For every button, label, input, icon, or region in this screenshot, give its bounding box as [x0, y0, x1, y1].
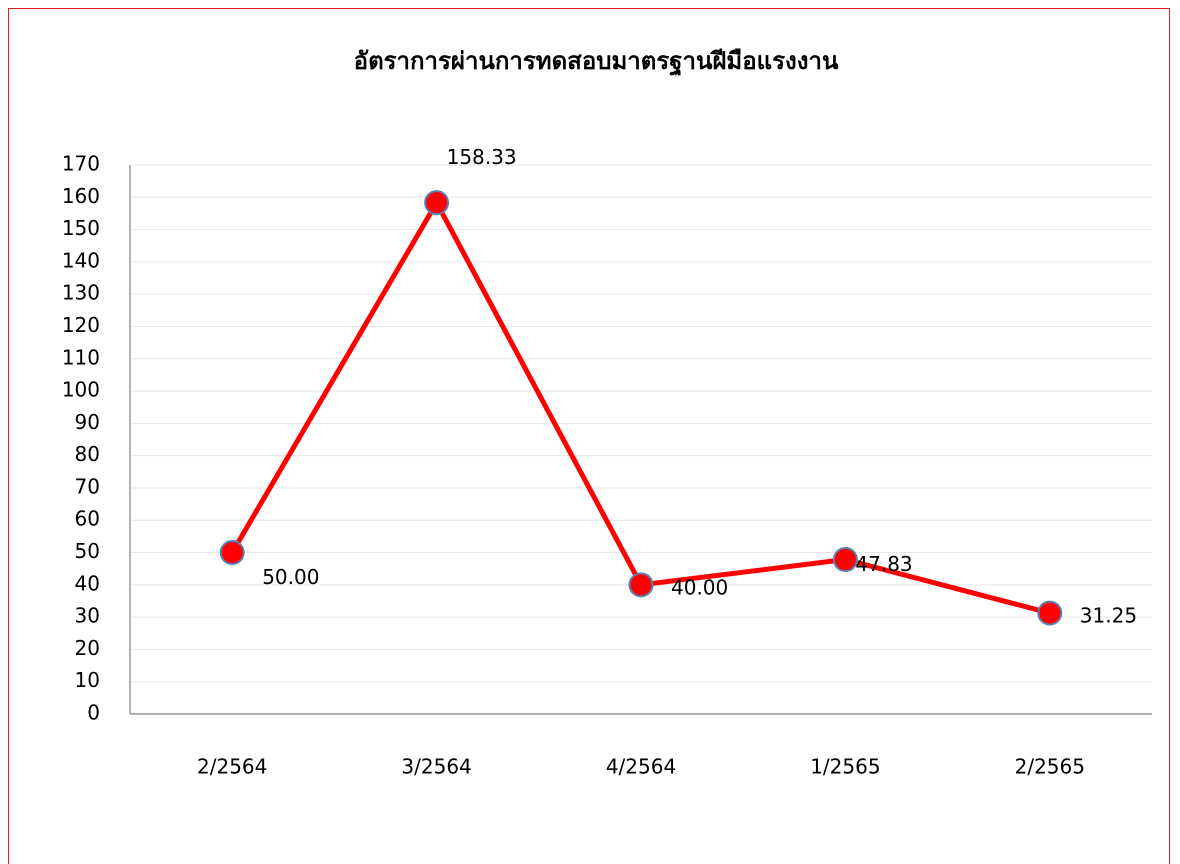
y-tick-label: 70: [75, 474, 100, 498]
data-point: [424, 190, 450, 216]
y-tick-label: 80: [75, 442, 100, 466]
y-tick-label: 60: [75, 507, 100, 531]
data-label: 40.00: [671, 575, 728, 599]
y-tick-label: 140: [62, 248, 100, 272]
y-tick-label: 150: [62, 216, 100, 240]
data-point: [628, 572, 654, 598]
x-tick-label: 3/2564: [401, 755, 471, 779]
data-point: [1037, 600, 1063, 626]
x-tick-label: 2/2565: [1015, 755, 1085, 779]
y-tick-label: 130: [62, 281, 100, 305]
y-tick-label: 10: [75, 668, 100, 692]
chart-frame: [8, 8, 1170, 864]
y-tick-label: 100: [62, 378, 100, 402]
data-point: [219, 540, 245, 566]
data-label: 50.00: [262, 565, 319, 589]
data-point: [832, 547, 858, 573]
y-tick-label: 40: [75, 571, 100, 595]
y-tick-label: 0: [87, 701, 100, 725]
y-tick-label: 170: [62, 152, 100, 176]
y-tick-label: 120: [62, 313, 100, 337]
x-tick-label: 4/2564: [606, 755, 676, 779]
y-tick-label: 110: [62, 345, 100, 369]
x-tick-label: 1/2565: [810, 755, 880, 779]
data-label: 31.25: [1080, 604, 1137, 628]
y-tick-label: 20: [75, 636, 100, 660]
y-tick-label: 30: [75, 604, 100, 628]
chart-title: อัตราการผ่านการทดสอบมาตรฐานฝีมือแรงงาน: [354, 47, 839, 77]
series-line: [230, 200, 1051, 616]
x-tick-label: 2/2564: [197, 755, 267, 779]
y-tick-label: 90: [75, 410, 100, 434]
data-label: 158.33: [447, 145, 517, 169]
y-tick-label: 160: [62, 184, 100, 208]
y-tick-label: 50: [75, 539, 100, 563]
data-label: 47.83: [855, 552, 912, 576]
